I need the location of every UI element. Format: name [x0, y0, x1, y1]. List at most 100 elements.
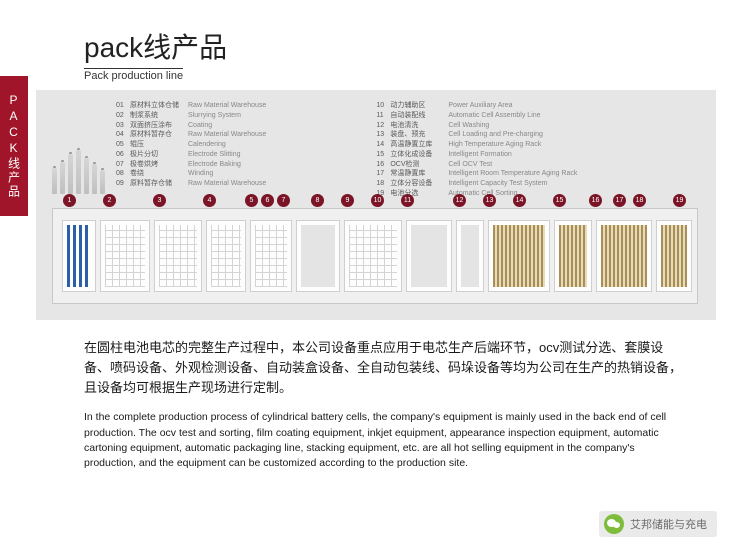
battery-cells-graphic [52, 102, 114, 202]
legend-row: 08卷绕Winding [116, 170, 266, 179]
legend-en: Intelligent Formation [448, 151, 511, 160]
wechat-badge: 艾邦储能与充电 [599, 511, 717, 537]
legend-row: 12电池清洗Cell Washing [376, 122, 577, 131]
legend-row: 05辊压Calendering [116, 141, 266, 150]
production-line-layout: 12345678910111213141516171819 [52, 208, 698, 304]
station-block [100, 220, 150, 292]
legend-num: 09 [116, 180, 130, 189]
legend-num: 08 [116, 170, 130, 179]
legend-cn: 立体化成设备 [390, 151, 448, 160]
station-block [62, 220, 96, 292]
station-marker: 7 [277, 194, 290, 207]
legend-row: 18立体分容设备Intelligent Capacity Test System [376, 180, 577, 189]
station-block [250, 220, 292, 292]
legend-cn: 高温静置立库 [390, 141, 448, 150]
legend-row: 10动力辅助区Power Auxiliary Area [376, 102, 577, 111]
legend-num: 07 [116, 161, 130, 170]
station-marker: 11 [401, 194, 414, 207]
legend-row: 06极片分切Electrode Slitting [116, 151, 266, 160]
station-block [206, 220, 246, 292]
legend-row: 07极卷烘烤Electrode Baking [116, 161, 266, 170]
legend-en: Power Auxiliary Area [448, 102, 512, 111]
legend-cn: 装盘、预充 [390, 131, 448, 140]
legend-en: Winding [188, 170, 213, 179]
legend-cn: OCV检测 [390, 161, 448, 170]
legend-row: 03双面挤压涂布Coating [116, 122, 266, 131]
legend-en: Coating [188, 122, 212, 131]
legend-num: 12 [376, 122, 390, 131]
legend-en: Intelligent Capacity Test System [448, 180, 547, 189]
station-marker: 1 [63, 194, 76, 207]
legend-row: 02制浆系统Slurrying System [116, 112, 266, 121]
station-marker: 16 [589, 194, 602, 207]
legend-row: 15立体化成设备Intelligent Formation [376, 151, 577, 160]
station-marker: 12 [453, 194, 466, 207]
legend-num: 15 [376, 151, 390, 160]
station-marker: 9 [341, 194, 354, 207]
legend-num: 14 [376, 141, 390, 150]
legend-row: 17常温静置库Intelligent Room Temperature Agin… [376, 170, 577, 179]
station-block [154, 220, 202, 292]
legend-en: Cell Loading and Pre-charging [448, 131, 543, 140]
legend-en: Electrode Baking [188, 161, 241, 170]
station-block [596, 220, 652, 292]
station-marker: 4 [203, 194, 216, 207]
legend-left: 01原材料立体仓储Raw Material Warehouse02制浆系统Slu… [116, 102, 266, 202]
battery-cell [60, 162, 65, 194]
header: pack线产品 Pack production line [84, 26, 227, 84]
page-title-en: Pack production line [84, 68, 183, 82]
side-tab: PACK线产品 [0, 76, 28, 216]
legend-en: Raw Material Warehouse [188, 180, 266, 189]
station-marker: 6 [261, 194, 274, 207]
station-marker: 5 [245, 194, 258, 207]
station-block [488, 220, 550, 292]
station-block [344, 220, 402, 292]
station-marker: 14 [513, 194, 526, 207]
diagram-panel: 01原材料立体仓储Raw Material Warehouse02制浆系统Slu… [36, 90, 716, 320]
legend-row: 14高温静置立库High Temperature Aging Rack [376, 141, 577, 150]
station-marker: 3 [153, 194, 166, 207]
legend-num: 13 [376, 131, 390, 140]
wechat-label: 艾邦储能与充电 [630, 516, 707, 532]
station-markers: 12345678910111213141516171819 [53, 194, 697, 209]
station-marker: 19 [673, 194, 686, 207]
legend-num: 06 [116, 151, 130, 160]
legend-cn: 双面挤压涂布 [130, 122, 188, 131]
description-cn: 在圆柱电池电芯的完整生产过程中，本公司设备重点应用于电芯生产后端环节，ocv测试… [84, 338, 684, 398]
legend-cn: 立体分容设备 [390, 180, 448, 189]
station-marker: 8 [311, 194, 324, 207]
station-block [656, 220, 692, 292]
legend-cn: 极片分切 [130, 151, 188, 160]
legend-num: 04 [116, 131, 130, 140]
battery-cell [100, 170, 105, 194]
legend-cn: 卷绕 [130, 170, 188, 179]
legend-num: 16 [376, 161, 390, 170]
legend-num: 17 [376, 170, 390, 179]
legend-cn: 常温静置库 [390, 170, 448, 179]
legend-row: 01原材料立体仓储Raw Material Warehouse [116, 102, 266, 111]
battery-cell [84, 158, 89, 194]
legend-row: 09原料暂存仓储Raw Material Warehouse [116, 180, 266, 189]
station-marker: 18 [633, 194, 646, 207]
legend-row: 11自动装配线Automatic Cell Assembly Line [376, 112, 577, 121]
legend-en: Raw Material Warehouse [188, 131, 266, 140]
station-block [456, 220, 484, 292]
battery-cell [76, 150, 81, 194]
station-marker: 13 [483, 194, 496, 207]
battery-cell [52, 168, 57, 194]
wechat-icon [604, 514, 624, 534]
battery-cell [92, 164, 97, 194]
description-block: 在圆柱电池电芯的完整生产过程中，本公司设备重点应用于电芯生产后端环节，ocv测试… [84, 338, 684, 471]
legend-en: Intelligent Room Temperature Aging Rack [448, 170, 577, 179]
legend-en: Automatic Cell Assembly Line [448, 112, 540, 121]
legend-num: 01 [116, 102, 130, 111]
station-block [406, 220, 452, 292]
page-title-cn: pack线产品 [84, 26, 227, 66]
legend-row: 04原材料暂存仓Raw Material Warehouse [116, 131, 266, 140]
legend-en: Cell OCV Test [448, 161, 492, 170]
station-blocks [58, 214, 692, 298]
description-en: In the complete production process of cy… [84, 410, 684, 471]
legend-cn: 原料暂存仓储 [130, 180, 188, 189]
legend-right: 10动力辅助区Power Auxiliary Area11自动装配线Automa… [376, 102, 577, 202]
legend-en: Raw Material Warehouse [188, 102, 266, 111]
